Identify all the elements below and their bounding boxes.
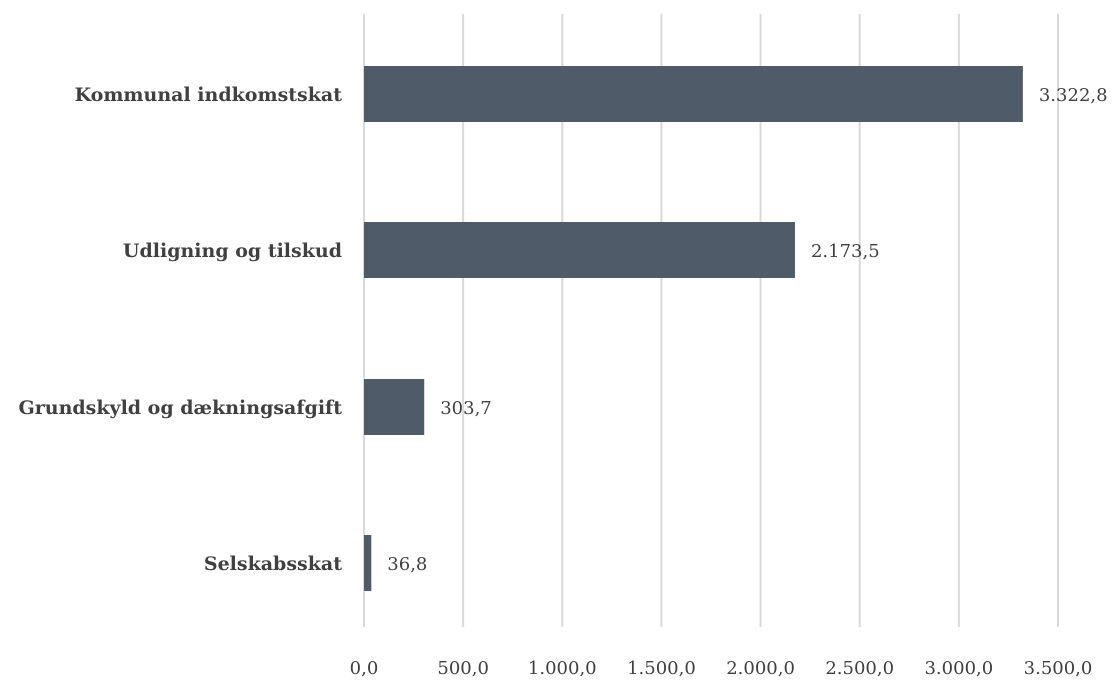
x-axis-tick-labels: 0,0 500,0 1.000,0 1.500,0 2.000,0 2.500,0 3.00… <box>350 658 1093 679</box>
x-tick-label: 1.000,0 <box>528 658 597 679</box>
category-label: Grundskyld og dækningsafgift <box>19 397 343 419</box>
x-tick-label: 2.500,0 <box>825 658 894 679</box>
x-tick-label: 500,0 <box>437 658 489 679</box>
data-label: 303,7 <box>440 398 492 419</box>
data-labels: 3.322,8 2.173,5 303,7 36,8 <box>387 85 1107 575</box>
bar <box>364 379 425 435</box>
x-tick-label: 2.000,0 <box>726 658 795 679</box>
bars <box>364 66 1023 591</box>
x-tick-label: 3.000,0 <box>924 658 993 679</box>
category-label: Selskabsskat <box>204 553 342 575</box>
x-tick-label: 0,0 <box>350 658 379 679</box>
data-label: 36,8 <box>387 554 427 575</box>
data-label: 3.322,8 <box>1039 85 1108 106</box>
bar <box>364 222 795 278</box>
bar <box>364 66 1023 122</box>
bar <box>364 535 372 591</box>
x-tick-label: 3.500,0 <box>1024 658 1093 679</box>
x-tick-label: 1.500,0 <box>627 658 696 679</box>
category-label: Udligning og tilskud <box>123 240 342 262</box>
data-label: 2.173,5 <box>811 241 880 262</box>
category-label: Kommunal indkomstskat <box>75 84 343 106</box>
category-labels: Kommunal indkomstskat Udligning og tilsku… <box>19 84 343 575</box>
